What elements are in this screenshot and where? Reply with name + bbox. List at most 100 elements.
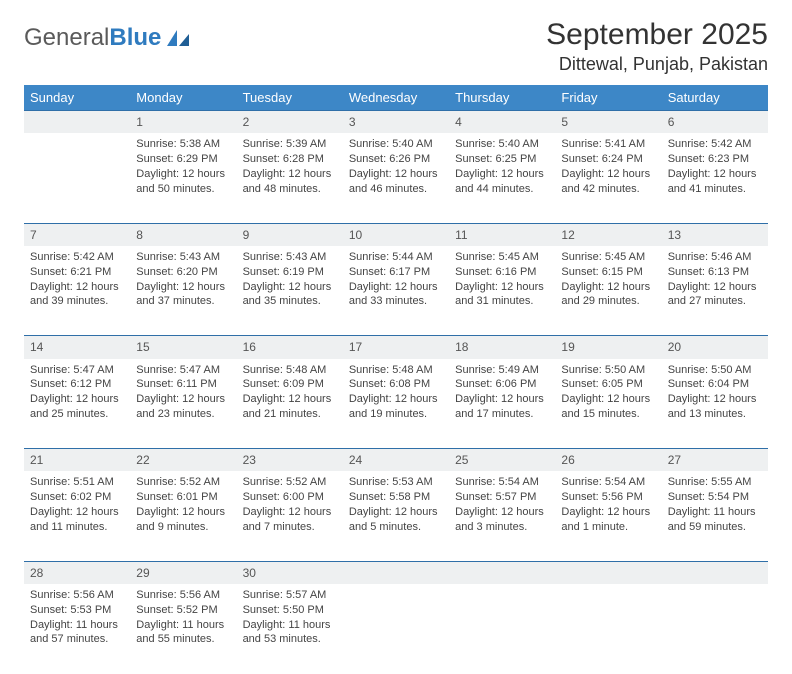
day-number [555, 561, 661, 584]
daylight-text: Daylight: 12 hours and 42 minutes. [561, 167, 655, 197]
daylight-text: Daylight: 11 hours and 57 minutes. [30, 618, 124, 648]
daylight-text: Daylight: 12 hours and 35 minutes. [243, 280, 337, 310]
sunrise-text: Sunrise: 5:42 AM [668, 137, 762, 152]
day-cell: Sunrise: 5:52 AMSunset: 6:01 PMDaylight:… [130, 471, 236, 561]
sunset-text: Sunset: 6:24 PM [561, 152, 655, 167]
week-row: Sunrise: 5:47 AMSunset: 6:12 PMDaylight:… [24, 359, 768, 449]
daylight-text: Daylight: 12 hours and 9 minutes. [136, 505, 230, 535]
sunrise-text: Sunrise: 5:43 AM [136, 250, 230, 265]
day-number: 29 [130, 561, 236, 584]
sunrise-text: Sunrise: 5:41 AM [561, 137, 655, 152]
day-number: 3 [343, 111, 449, 134]
daynum-row: 21222324252627 [24, 449, 768, 472]
daylight-text: Daylight: 12 hours and 41 minutes. [668, 167, 762, 197]
day-number: 15 [130, 336, 236, 359]
sunset-text: Sunset: 6:08 PM [349, 377, 443, 392]
sunset-text: Sunset: 6:28 PM [243, 152, 337, 167]
day-number: 20 [662, 336, 768, 359]
sunset-text: Sunset: 6:06 PM [455, 377, 549, 392]
daylight-text: Daylight: 11 hours and 53 minutes. [243, 618, 337, 648]
weekday-header: Saturday [662, 85, 768, 111]
sunrise-text: Sunrise: 5:45 AM [455, 250, 549, 265]
sunset-text: Sunset: 6:04 PM [668, 377, 762, 392]
daylight-text: Daylight: 12 hours and 46 minutes. [349, 167, 443, 197]
sunset-text: Sunset: 6:13 PM [668, 265, 762, 280]
daylight-text: Daylight: 12 hours and 17 minutes. [455, 392, 549, 422]
weekday-header: Tuesday [237, 85, 343, 111]
day-cell [24, 133, 130, 223]
sunset-text: Sunset: 6:19 PM [243, 265, 337, 280]
title-block: September 2025 Dittewal, Punjab, Pakista… [546, 18, 768, 75]
day-number [343, 561, 449, 584]
location: Dittewal, Punjab, Pakistan [546, 54, 768, 75]
day-cell: Sunrise: 5:56 AMSunset: 5:53 PMDaylight:… [24, 584, 130, 674]
sunset-text: Sunset: 6:26 PM [349, 152, 443, 167]
day-number: 7 [24, 223, 130, 246]
weekday-header: Sunday [24, 85, 130, 111]
day-cell: Sunrise: 5:47 AMSunset: 6:11 PMDaylight:… [130, 359, 236, 449]
sunrise-text: Sunrise: 5:40 AM [455, 137, 549, 152]
sunrise-text: Sunrise: 5:56 AM [136, 588, 230, 603]
sunrise-text: Sunrise: 5:43 AM [243, 250, 337, 265]
day-number: 30 [237, 561, 343, 584]
daylight-text: Daylight: 12 hours and 11 minutes. [30, 505, 124, 535]
day-cell: Sunrise: 5:40 AMSunset: 6:25 PMDaylight:… [449, 133, 555, 223]
day-number: 23 [237, 449, 343, 472]
sunset-text: Sunset: 6:02 PM [30, 490, 124, 505]
sunrise-text: Sunrise: 5:50 AM [561, 363, 655, 378]
sunrise-text: Sunrise: 5:42 AM [30, 250, 124, 265]
day-cell: Sunrise: 5:39 AMSunset: 6:28 PMDaylight:… [237, 133, 343, 223]
sunrise-text: Sunrise: 5:49 AM [455, 363, 549, 378]
week-row: Sunrise: 5:56 AMSunset: 5:53 PMDaylight:… [24, 584, 768, 674]
day-cell: Sunrise: 5:48 AMSunset: 6:09 PMDaylight:… [237, 359, 343, 449]
sunrise-text: Sunrise: 5:47 AM [30, 363, 124, 378]
day-number: 26 [555, 449, 661, 472]
day-cell: Sunrise: 5:56 AMSunset: 5:52 PMDaylight:… [130, 584, 236, 674]
daylight-text: Daylight: 12 hours and 48 minutes. [243, 167, 337, 197]
day-cell: Sunrise: 5:48 AMSunset: 6:08 PMDaylight:… [343, 359, 449, 449]
sunrise-text: Sunrise: 5:50 AM [668, 363, 762, 378]
sunset-text: Sunset: 6:21 PM [30, 265, 124, 280]
sunrise-text: Sunrise: 5:57 AM [243, 588, 337, 603]
day-cell: Sunrise: 5:41 AMSunset: 6:24 PMDaylight:… [555, 133, 661, 223]
day-cell: Sunrise: 5:57 AMSunset: 5:50 PMDaylight:… [237, 584, 343, 674]
sunrise-text: Sunrise: 5:52 AM [136, 475, 230, 490]
day-number: 13 [662, 223, 768, 246]
sunset-text: Sunset: 5:50 PM [243, 603, 337, 618]
daylight-text: Daylight: 12 hours and 31 minutes. [455, 280, 549, 310]
daynum-row: 123456 [24, 111, 768, 134]
day-cell: Sunrise: 5:50 AMSunset: 6:04 PMDaylight:… [662, 359, 768, 449]
day-cell: Sunrise: 5:50 AMSunset: 6:05 PMDaylight:… [555, 359, 661, 449]
sunrise-text: Sunrise: 5:48 AM [349, 363, 443, 378]
day-number: 2 [237, 111, 343, 134]
sunrise-text: Sunrise: 5:56 AM [30, 588, 124, 603]
sunset-text: Sunset: 6:20 PM [136, 265, 230, 280]
weekday-header: Monday [130, 85, 236, 111]
day-number: 25 [449, 449, 555, 472]
daylight-text: Daylight: 12 hours and 7 minutes. [243, 505, 337, 535]
weekday-header: Wednesday [343, 85, 449, 111]
day-number: 21 [24, 449, 130, 472]
day-number: 17 [343, 336, 449, 359]
day-number: 4 [449, 111, 555, 134]
sunset-text: Sunset: 5:58 PM [349, 490, 443, 505]
sunset-text: Sunset: 6:00 PM [243, 490, 337, 505]
day-cell: Sunrise: 5:53 AMSunset: 5:58 PMDaylight:… [343, 471, 449, 561]
day-number: 8 [130, 223, 236, 246]
header: GeneralBlue September 2025 Dittewal, Pun… [24, 18, 768, 75]
day-number: 6 [662, 111, 768, 134]
logo-text-blue: Blue [109, 24, 161, 52]
sunrise-text: Sunrise: 5:46 AM [668, 250, 762, 265]
sunset-text: Sunset: 6:05 PM [561, 377, 655, 392]
day-number [449, 561, 555, 584]
day-number: 18 [449, 336, 555, 359]
day-number: 24 [343, 449, 449, 472]
day-number: 14 [24, 336, 130, 359]
day-cell: Sunrise: 5:55 AMSunset: 5:54 PMDaylight:… [662, 471, 768, 561]
daylight-text: Daylight: 12 hours and 27 minutes. [668, 280, 762, 310]
daylight-text: Daylight: 12 hours and 39 minutes. [30, 280, 124, 310]
day-number: 1 [130, 111, 236, 134]
weekday-header-row: SundayMondayTuesdayWednesdayThursdayFrid… [24, 85, 768, 111]
day-cell: Sunrise: 5:52 AMSunset: 6:00 PMDaylight:… [237, 471, 343, 561]
day-number: 5 [555, 111, 661, 134]
